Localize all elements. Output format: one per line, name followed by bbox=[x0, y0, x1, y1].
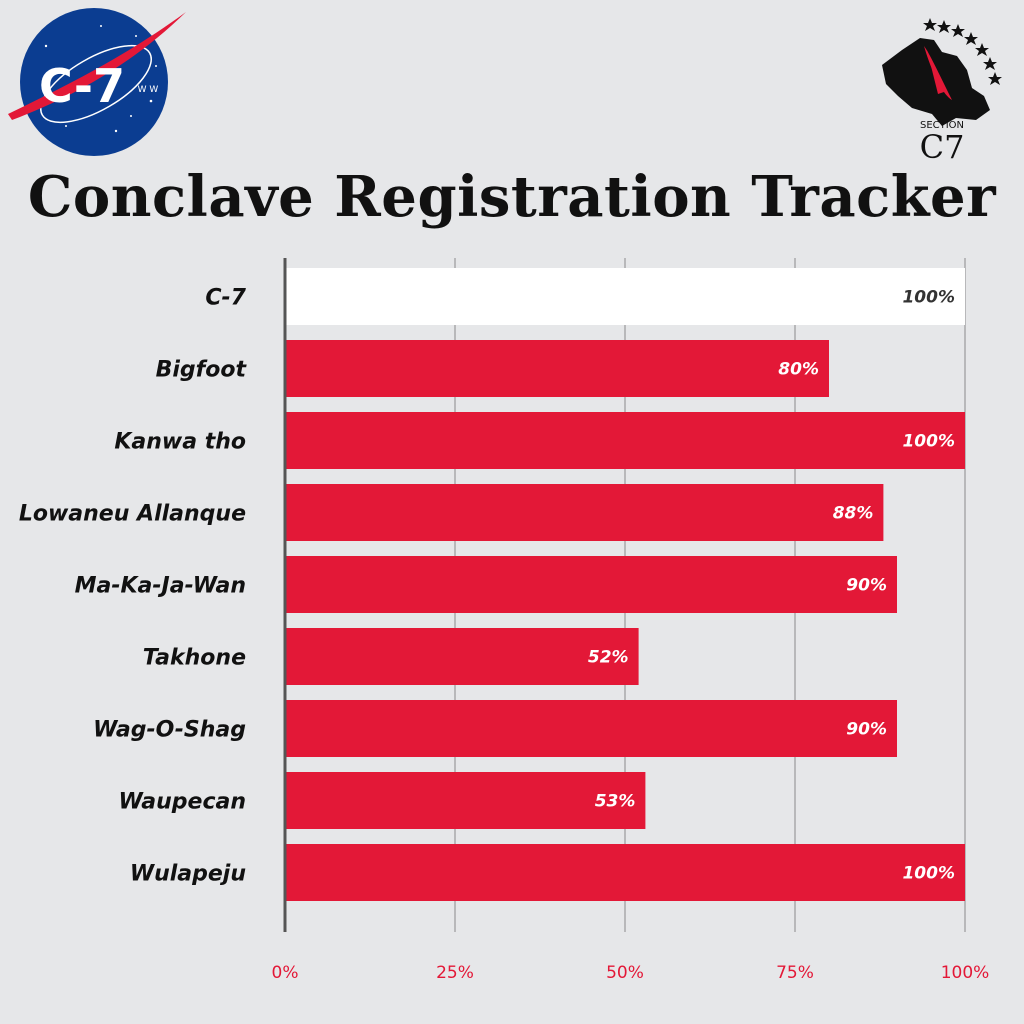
value-label: 90% bbox=[846, 720, 887, 740]
bar-wag-o-shag bbox=[285, 700, 897, 757]
x-tick-label: 100% bbox=[941, 963, 990, 983]
bar-ma-ka-ja-wan bbox=[285, 556, 897, 613]
value-label: 53% bbox=[595, 792, 636, 812]
category-label: Bigfoot bbox=[156, 358, 248, 383]
category-label: Waupecan bbox=[119, 790, 247, 815]
svg-text:SECTION: SECTION bbox=[920, 120, 964, 131]
bar-bigfoot bbox=[285, 340, 829, 397]
value-label: 100% bbox=[902, 864, 955, 884]
value-label: 100% bbox=[902, 432, 955, 452]
x-tick-label: 75% bbox=[776, 963, 814, 983]
x-tick-label: 50% bbox=[606, 963, 644, 983]
value-label: 52% bbox=[588, 648, 629, 668]
x-tick-label: 0% bbox=[272, 963, 299, 983]
bar-takhone bbox=[285, 628, 639, 685]
svg-text:C-7: C-7 bbox=[39, 59, 125, 113]
section-c7-logo-icon: SECTION C7 bbox=[882, 18, 1002, 160]
value-label: 80% bbox=[778, 360, 819, 380]
value-label: 100% bbox=[902, 288, 955, 308]
bar-wulapeju bbox=[285, 844, 965, 901]
category-label: Lowaneu Allanque bbox=[19, 502, 246, 527]
bar-lowaneu-allanque bbox=[285, 484, 884, 541]
svg-text:C7: C7 bbox=[920, 128, 965, 160]
page-title: Conclave Registration Tracker bbox=[27, 164, 997, 230]
bar-kanwa-tho bbox=[285, 412, 965, 469]
category-label: C-7 bbox=[205, 286, 246, 311]
svg-text:W W: W W bbox=[138, 85, 159, 95]
bar-c-7 bbox=[285, 268, 965, 325]
x-tick-label: 25% bbox=[436, 963, 474, 983]
value-label: 88% bbox=[833, 504, 874, 524]
value-label: 90% bbox=[846, 576, 887, 596]
category-label: Takhone bbox=[143, 646, 246, 671]
category-label: Wulapeju bbox=[130, 862, 246, 887]
category-label: Wag-O-Shag bbox=[93, 718, 246, 743]
category-label: Kanwa tho bbox=[114, 430, 246, 455]
c7-logo-left-icon: C-7 W W bbox=[8, 8, 186, 156]
bar-waupecan bbox=[285, 772, 646, 829]
category-label: Ma-Ka-Ja-Wan bbox=[75, 574, 246, 599]
